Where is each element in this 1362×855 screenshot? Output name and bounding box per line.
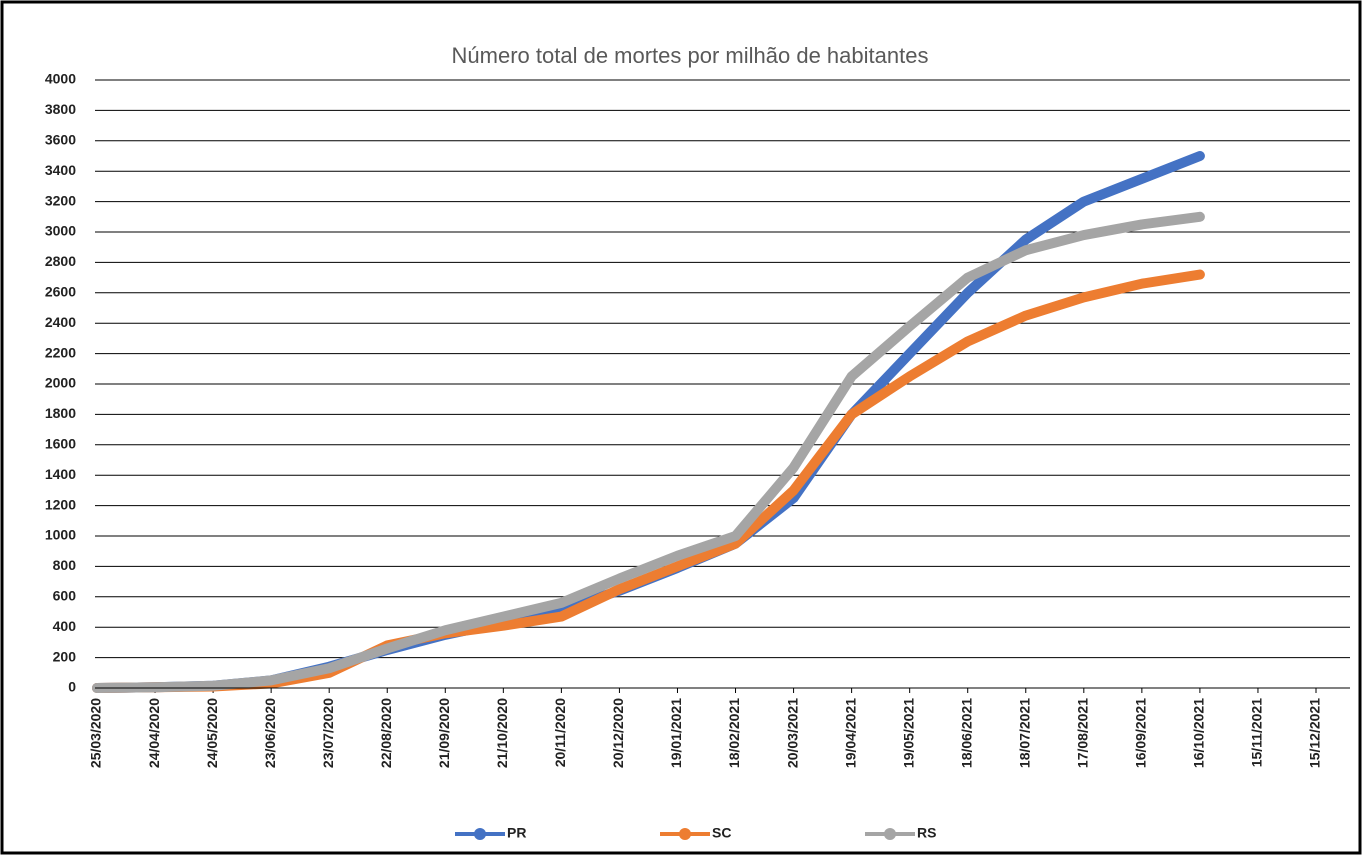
y-tick-label: 2200 [45,344,76,360]
y-tick-label: 2400 [45,314,76,330]
x-tick-label: 20/11/2020 [552,698,568,768]
y-tick-label: 3600 [45,132,76,148]
x-tick-label: 20/03/2021 [784,698,800,768]
x-tick-label: 16/10/2021 [1191,698,1207,768]
x-tick-label: 19/01/2021 [668,698,684,768]
x-tick-label: 20/12/2020 [610,698,626,768]
x-tick-label: 19/05/2021 [900,698,916,768]
y-tick-label: 3200 [45,192,76,208]
x-tick-label: 18/07/2021 [1016,698,1032,768]
y-tick-label: 3800 [45,101,76,117]
x-tick-label: 18/06/2021 [958,698,974,768]
x-tick-label: 25/03/2020 [88,698,104,768]
y-tick-label: 3000 [45,223,76,239]
x-tick-label: 21/10/2020 [494,698,510,768]
y-tick-label: 600 [53,588,77,604]
x-tick-label: 24/05/2020 [204,698,220,768]
legend-marker [884,828,896,840]
x-tick-label: 15/12/2021 [1307,698,1323,768]
series-line [92,211,1205,693]
y-tick-label: 0 [68,679,76,695]
y-tick-label: 3400 [45,162,76,178]
legend-marker [679,828,691,840]
y-tick-label: 1200 [45,496,76,512]
x-tick-label: 18/02/2021 [726,698,742,768]
x-tick-label: 24/04/2020 [146,698,162,768]
legend-marker [474,828,486,840]
y-tick-label: 2600 [45,284,76,300]
x-tick-label: 17/08/2021 [1075,698,1091,768]
legend-label: RS [917,825,936,841]
x-tick-label: 15/11/2021 [1249,698,1265,768]
x-tick-label: 21/09/2020 [436,698,452,768]
chart-title: Número total de mortes por milhão de hab… [452,43,929,68]
x-tick-label: 23/06/2020 [262,698,278,768]
y-tick-label: 2800 [45,253,76,269]
y-tick-label: 1800 [45,405,76,421]
legend-label: PR [507,825,526,841]
y-tick-label: 1000 [45,527,76,543]
y-tick-label: 4000 [45,71,76,87]
y-tick-label: 800 [53,557,77,573]
y-tick-label: 1600 [45,436,76,452]
y-tick-label: 2000 [45,375,76,391]
legend-label: SC [712,825,731,841]
x-tick-label: 19/04/2021 [842,698,858,768]
y-tick-label: 1400 [45,466,76,482]
y-tick-label: 400 [53,618,77,634]
x-tick-label: 16/09/2021 [1133,698,1149,768]
x-tick-label: 22/08/2020 [378,698,394,768]
x-tick-label: 23/07/2020 [320,698,336,768]
y-tick-label: 200 [53,648,77,664]
